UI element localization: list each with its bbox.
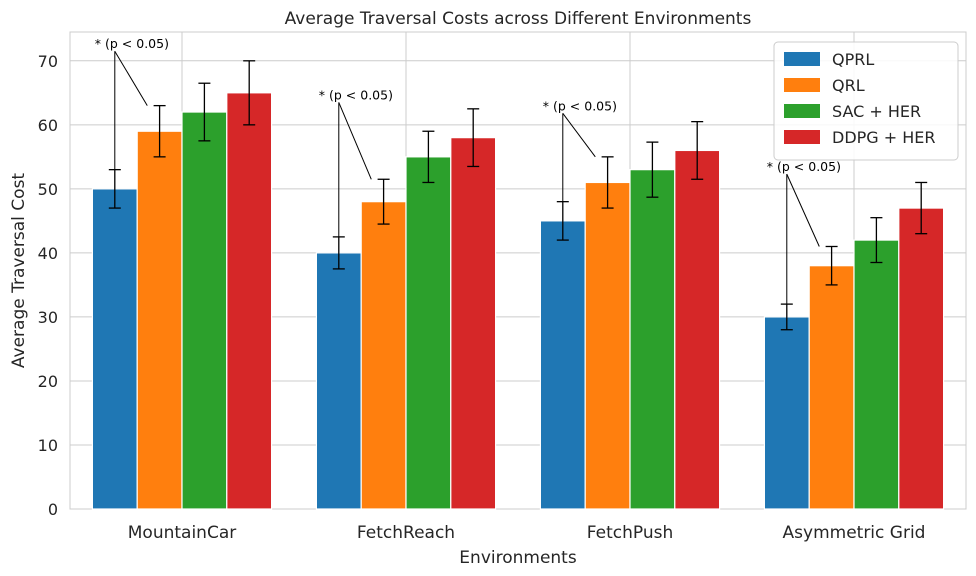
legend-label: SAC + HER bbox=[832, 102, 921, 121]
x-axis-title: Environments bbox=[459, 548, 577, 568]
bar bbox=[584, 181, 631, 510]
y-tick-label: 50 bbox=[38, 180, 58, 199]
annotation-label: * (p < 0.05) bbox=[543, 98, 617, 113]
legend-label: QRL bbox=[832, 76, 865, 95]
bar bbox=[405, 156, 452, 510]
annotation-line bbox=[114, 50, 148, 106]
error-bars bbox=[108, 60, 928, 331]
bar bbox=[360, 201, 407, 510]
y-axis-ticks: 0 10 20 30 40 50 60 70 bbox=[38, 52, 58, 519]
legend-swatch bbox=[784, 104, 820, 118]
legend-label: QPRL bbox=[832, 50, 874, 69]
annotation-label: * (p < 0.05) bbox=[319, 87, 393, 102]
bar bbox=[853, 239, 900, 510]
x-axis-ticks: MountainCar FetchReach FetchPush Asymmetric… bbox=[128, 523, 926, 543]
y-tick-label: 0 bbox=[48, 500, 58, 519]
bar bbox=[450, 137, 497, 510]
y-tick-label: 70 bbox=[38, 52, 58, 71]
y-axis-title: Average Traversal Cost bbox=[9, 173, 29, 369]
bar bbox=[136, 130, 183, 510]
annotation-label: * (p < 0.05) bbox=[767, 159, 841, 174]
y-tick-label: 40 bbox=[38, 244, 58, 263]
x-tick-label: FetchReach bbox=[357, 523, 455, 543]
bar bbox=[898, 207, 945, 510]
x-tick-label: Asymmetric Grid bbox=[783, 523, 926, 543]
x-tick-label: MountainCar bbox=[128, 523, 236, 543]
annotation-line bbox=[338, 102, 372, 180]
annotation-line bbox=[562, 113, 596, 158]
bar bbox=[226, 92, 273, 510]
bar bbox=[539, 220, 586, 510]
bar bbox=[808, 265, 855, 510]
legend-label: DDPG + HER bbox=[832, 128, 936, 147]
legend: QPRL QRL SAC + HER DDPG + HER bbox=[773, 41, 959, 161]
x-tick-label: FetchPush bbox=[587, 523, 673, 543]
bar bbox=[91, 188, 138, 510]
bars bbox=[91, 92, 945, 510]
legend-swatch bbox=[784, 130, 820, 144]
annotation-line bbox=[786, 173, 820, 247]
chart-title: Average Traversal Costs across Different… bbox=[285, 9, 752, 29]
y-tick-label: 10 bbox=[38, 436, 58, 455]
y-tick-label: 20 bbox=[38, 372, 58, 391]
significance-annotations: * (p < 0.05) * (p < 0.05) * (p < 0.05) * (p… bbox=[95, 36, 841, 305]
bar bbox=[763, 316, 810, 510]
bar bbox=[629, 169, 676, 510]
y-tick-label: 60 bbox=[38, 116, 58, 135]
y-tick-label: 30 bbox=[38, 308, 58, 327]
legend-swatch bbox=[784, 52, 820, 66]
bar bbox=[315, 252, 362, 510]
legend-swatch bbox=[784, 78, 820, 92]
bar bbox=[674, 149, 721, 510]
annotation-label: * (p < 0.05) bbox=[95, 36, 169, 51]
bar bbox=[181, 111, 228, 510]
